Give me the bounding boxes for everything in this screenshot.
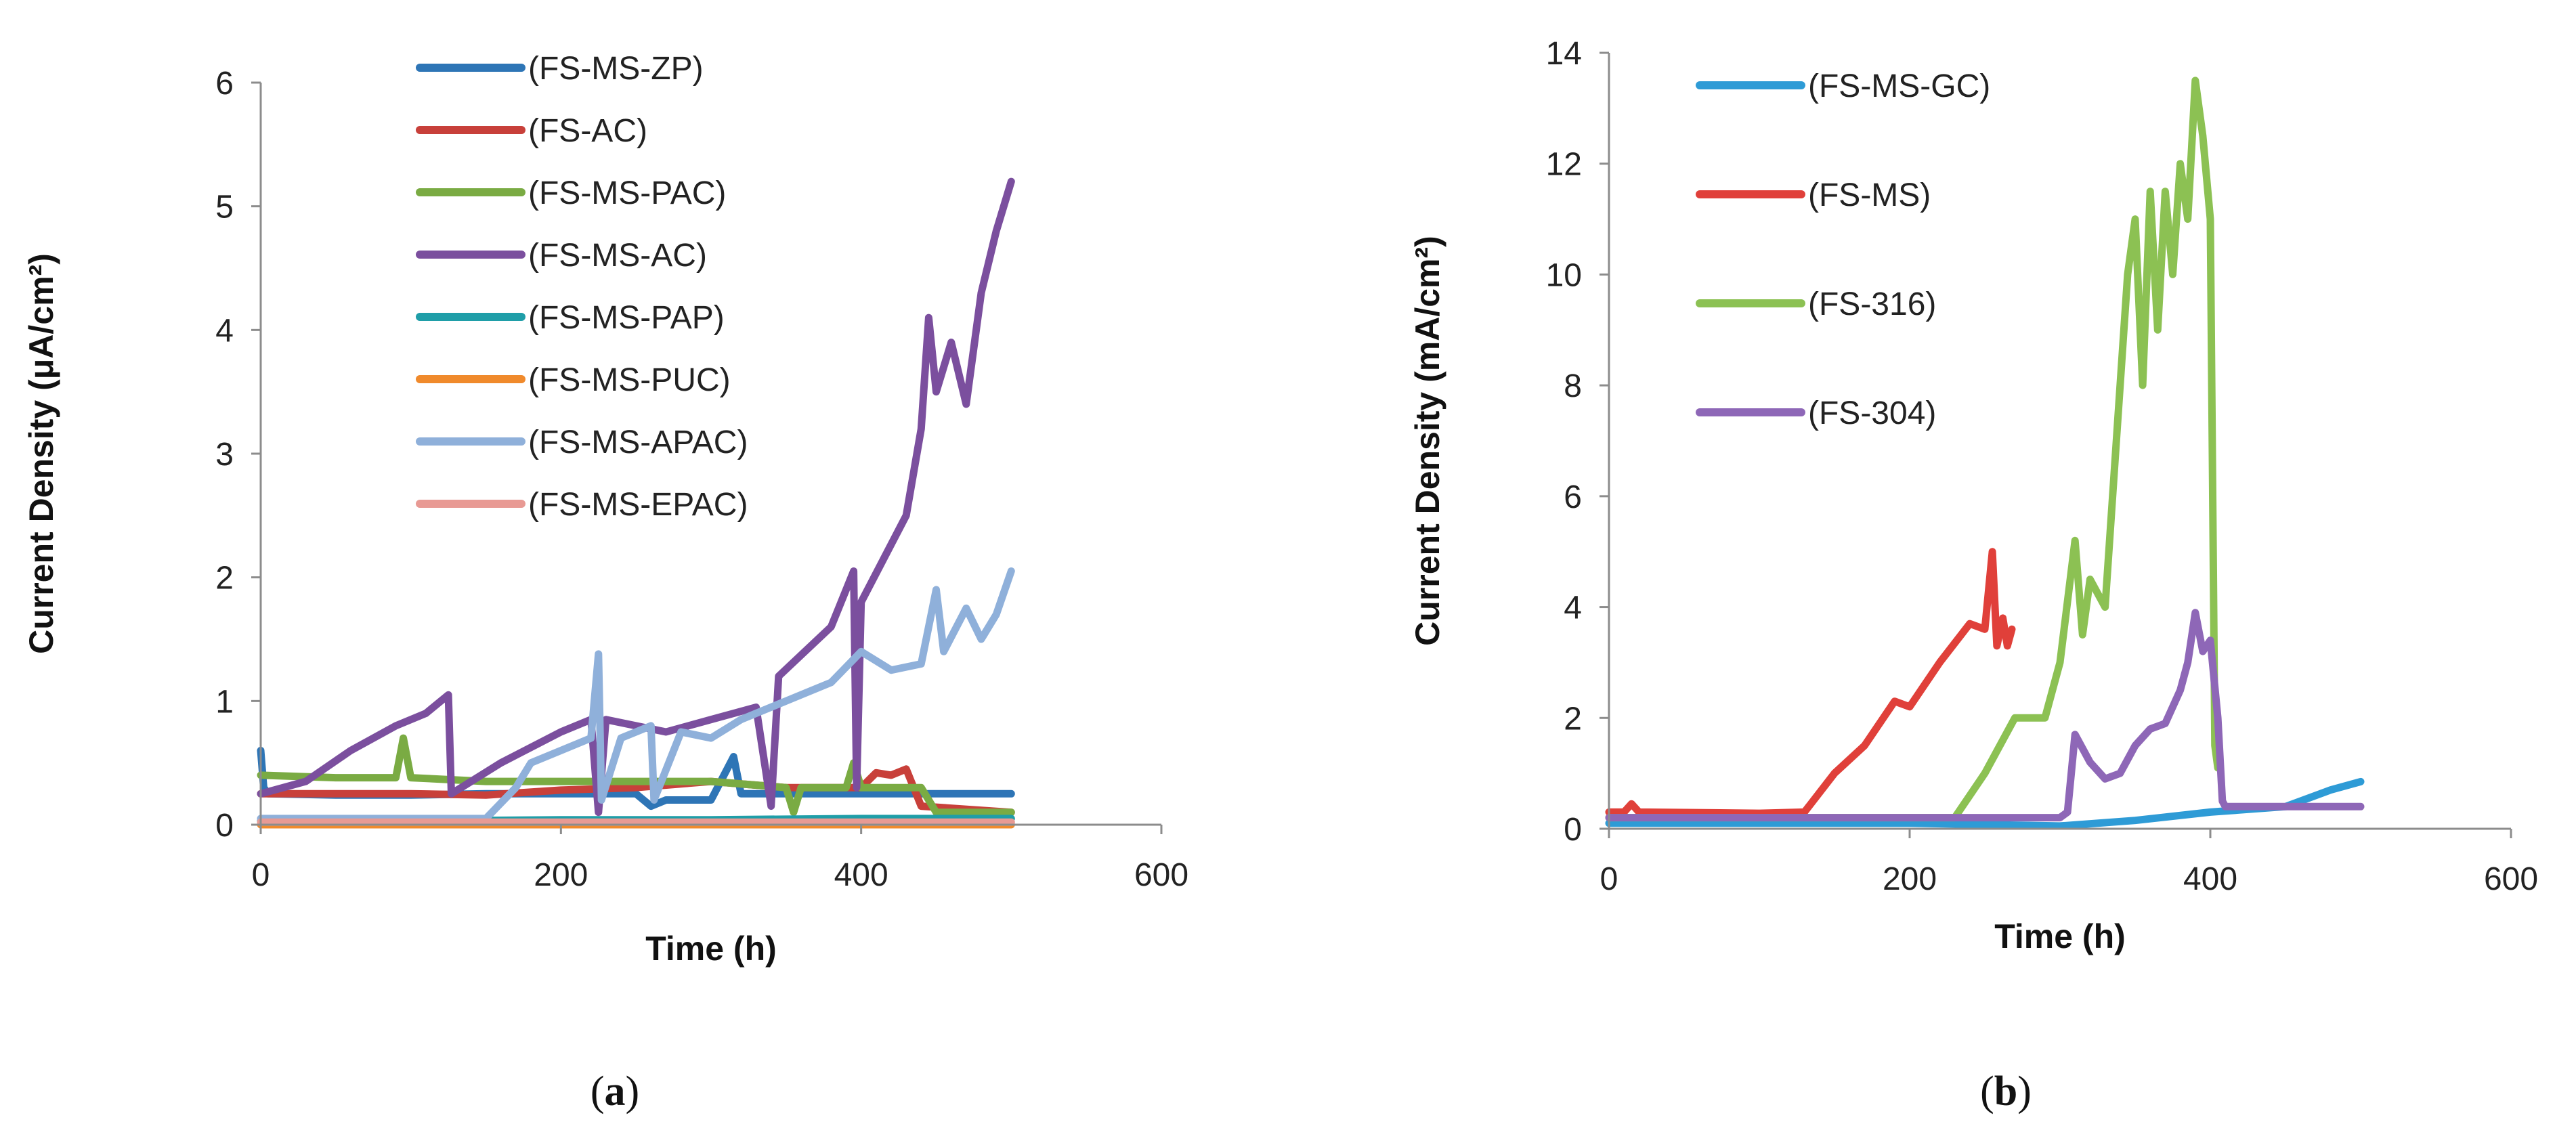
- panel-a-y-tick-label: 3: [215, 437, 234, 473]
- panel-b-x-tick-label: 0: [1600, 861, 1618, 897]
- panel-b-caption: (b): [1980, 1068, 2032, 1114]
- panel-a-y-tick-label: 6: [215, 66, 234, 102]
- panel-b-x-tick-label: 600: [2484, 861, 2538, 897]
- panel-a-series-line-fs-ms-pac: [257, 734, 1015, 817]
- panel-a-x-axis-title: Time (h): [645, 930, 777, 968]
- panel-a-legend-label-fs-ms-puc: (FS-MS-PUC): [528, 362, 731, 398]
- panel-a-y-tick-label: 4: [215, 313, 234, 349]
- panel-b-x-axis-title: Time (h): [1994, 917, 2126, 955]
- panel-a-x-tick-label: 200: [534, 857, 588, 893]
- panel-a-caption-letter: a: [605, 1068, 626, 1114]
- panel-b-series-line-fs-ms: [1605, 548, 2016, 817]
- panel-b-caption-letter: b: [1994, 1068, 2017, 1114]
- panel-b-legend-label-fs-ms-gc: (FS-MS-GC): [1808, 68, 1990, 104]
- panel-a-y-tick-label: 1: [215, 684, 234, 720]
- panel-b-y-axis-title: Current Density (mA/cm²): [1409, 236, 1446, 646]
- panel-b-legend-label-fs-304: (FS-304): [1808, 395, 1936, 431]
- panel-a-legend: (FS-MS-ZP) (FS-AC) (FS-MS-PAC) (FS-MS-AC) (F…: [416, 51, 748, 523]
- panel-a-y-axis-title: Current Density (μA/cm²): [22, 253, 60, 654]
- panel-a-legend-label-fs-ms-pac: (FS-MS-PAC): [528, 175, 726, 211]
- panel-b-y-tick-label: 4: [1564, 590, 1582, 626]
- panel-a-x-tick-label: 400: [834, 857, 888, 893]
- panel-b-y-tick-label: 14: [1546, 36, 1582, 72]
- panel-b-legend-label-fs-ms: (FS-MS): [1808, 177, 1931, 213]
- panel-b-series-line-fs-316: [1605, 77, 2222, 822]
- panel-b-y-tick-label: 8: [1564, 368, 1582, 404]
- panel-b-x-tick-label: 200: [1883, 861, 1937, 897]
- panel-a-x-tick-label: 0: [252, 857, 270, 893]
- panel-a-x-tick-label: 600: [1134, 857, 1188, 893]
- panel-a-legend-label-fs-ms-apac: (FS-MS-APAC): [528, 425, 748, 460]
- panel-b-chart: 0 200 400 600 0 2 4 6 8 10 12 14 (FS-MS-GC) (FS-MS)…: [1409, 36, 2538, 955]
- panel-a-y-tick-label: 5: [215, 190, 234, 225]
- panel-a-legend-label-fs-ms-pap: (FS-MS-PAP): [528, 300, 725, 336]
- panel-a-legend-label-fs-ac: (FS-AC): [528, 113, 647, 149]
- panel-b-y-tick-label: 2: [1564, 701, 1582, 737]
- panel-a-legend-label-fs-ms-ac: (FS-MS-AC): [528, 238, 707, 274]
- panel-b-y-tick-label: 10: [1546, 257, 1582, 293]
- panel-a-y-tick-label: 0: [215, 808, 234, 844]
- panel-b-y-tick-label: 0: [1564, 812, 1582, 848]
- panel-b-x-tick-label: 400: [2183, 861, 2237, 897]
- panel-a-legend-label-fs-ms-epac: (FS-MS-EPAC): [528, 487, 748, 523]
- panel-b-y-tick-label: 12: [1546, 147, 1582, 183]
- panel-a-y-tick-label: 2: [215, 561, 234, 597]
- panel-b-series-line-fs-ms-gc: [1605, 777, 2365, 830]
- panel-b-series-layer: [1605, 77, 2365, 830]
- panel-b-legend-label-fs-316: (FS-316): [1808, 286, 1936, 322]
- panel-b-legend: (FS-MS-GC) (FS-MS) (FS-316) (FS-304): [1696, 68, 1990, 431]
- panel-b-series-line-fs-304: [1605, 609, 2365, 822]
- panel-a-series-line-fs-ms-ac: [257, 177, 1015, 817]
- panel-a-caption: (a): [591, 1068, 639, 1114]
- panel-a-series-line-fs-ms-apac: [257, 567, 1015, 823]
- panel-b-y-tick-label: 6: [1564, 479, 1582, 515]
- panel-a-legend-label-fs-ms-zp: (FS-MS-ZP): [528, 51, 704, 87]
